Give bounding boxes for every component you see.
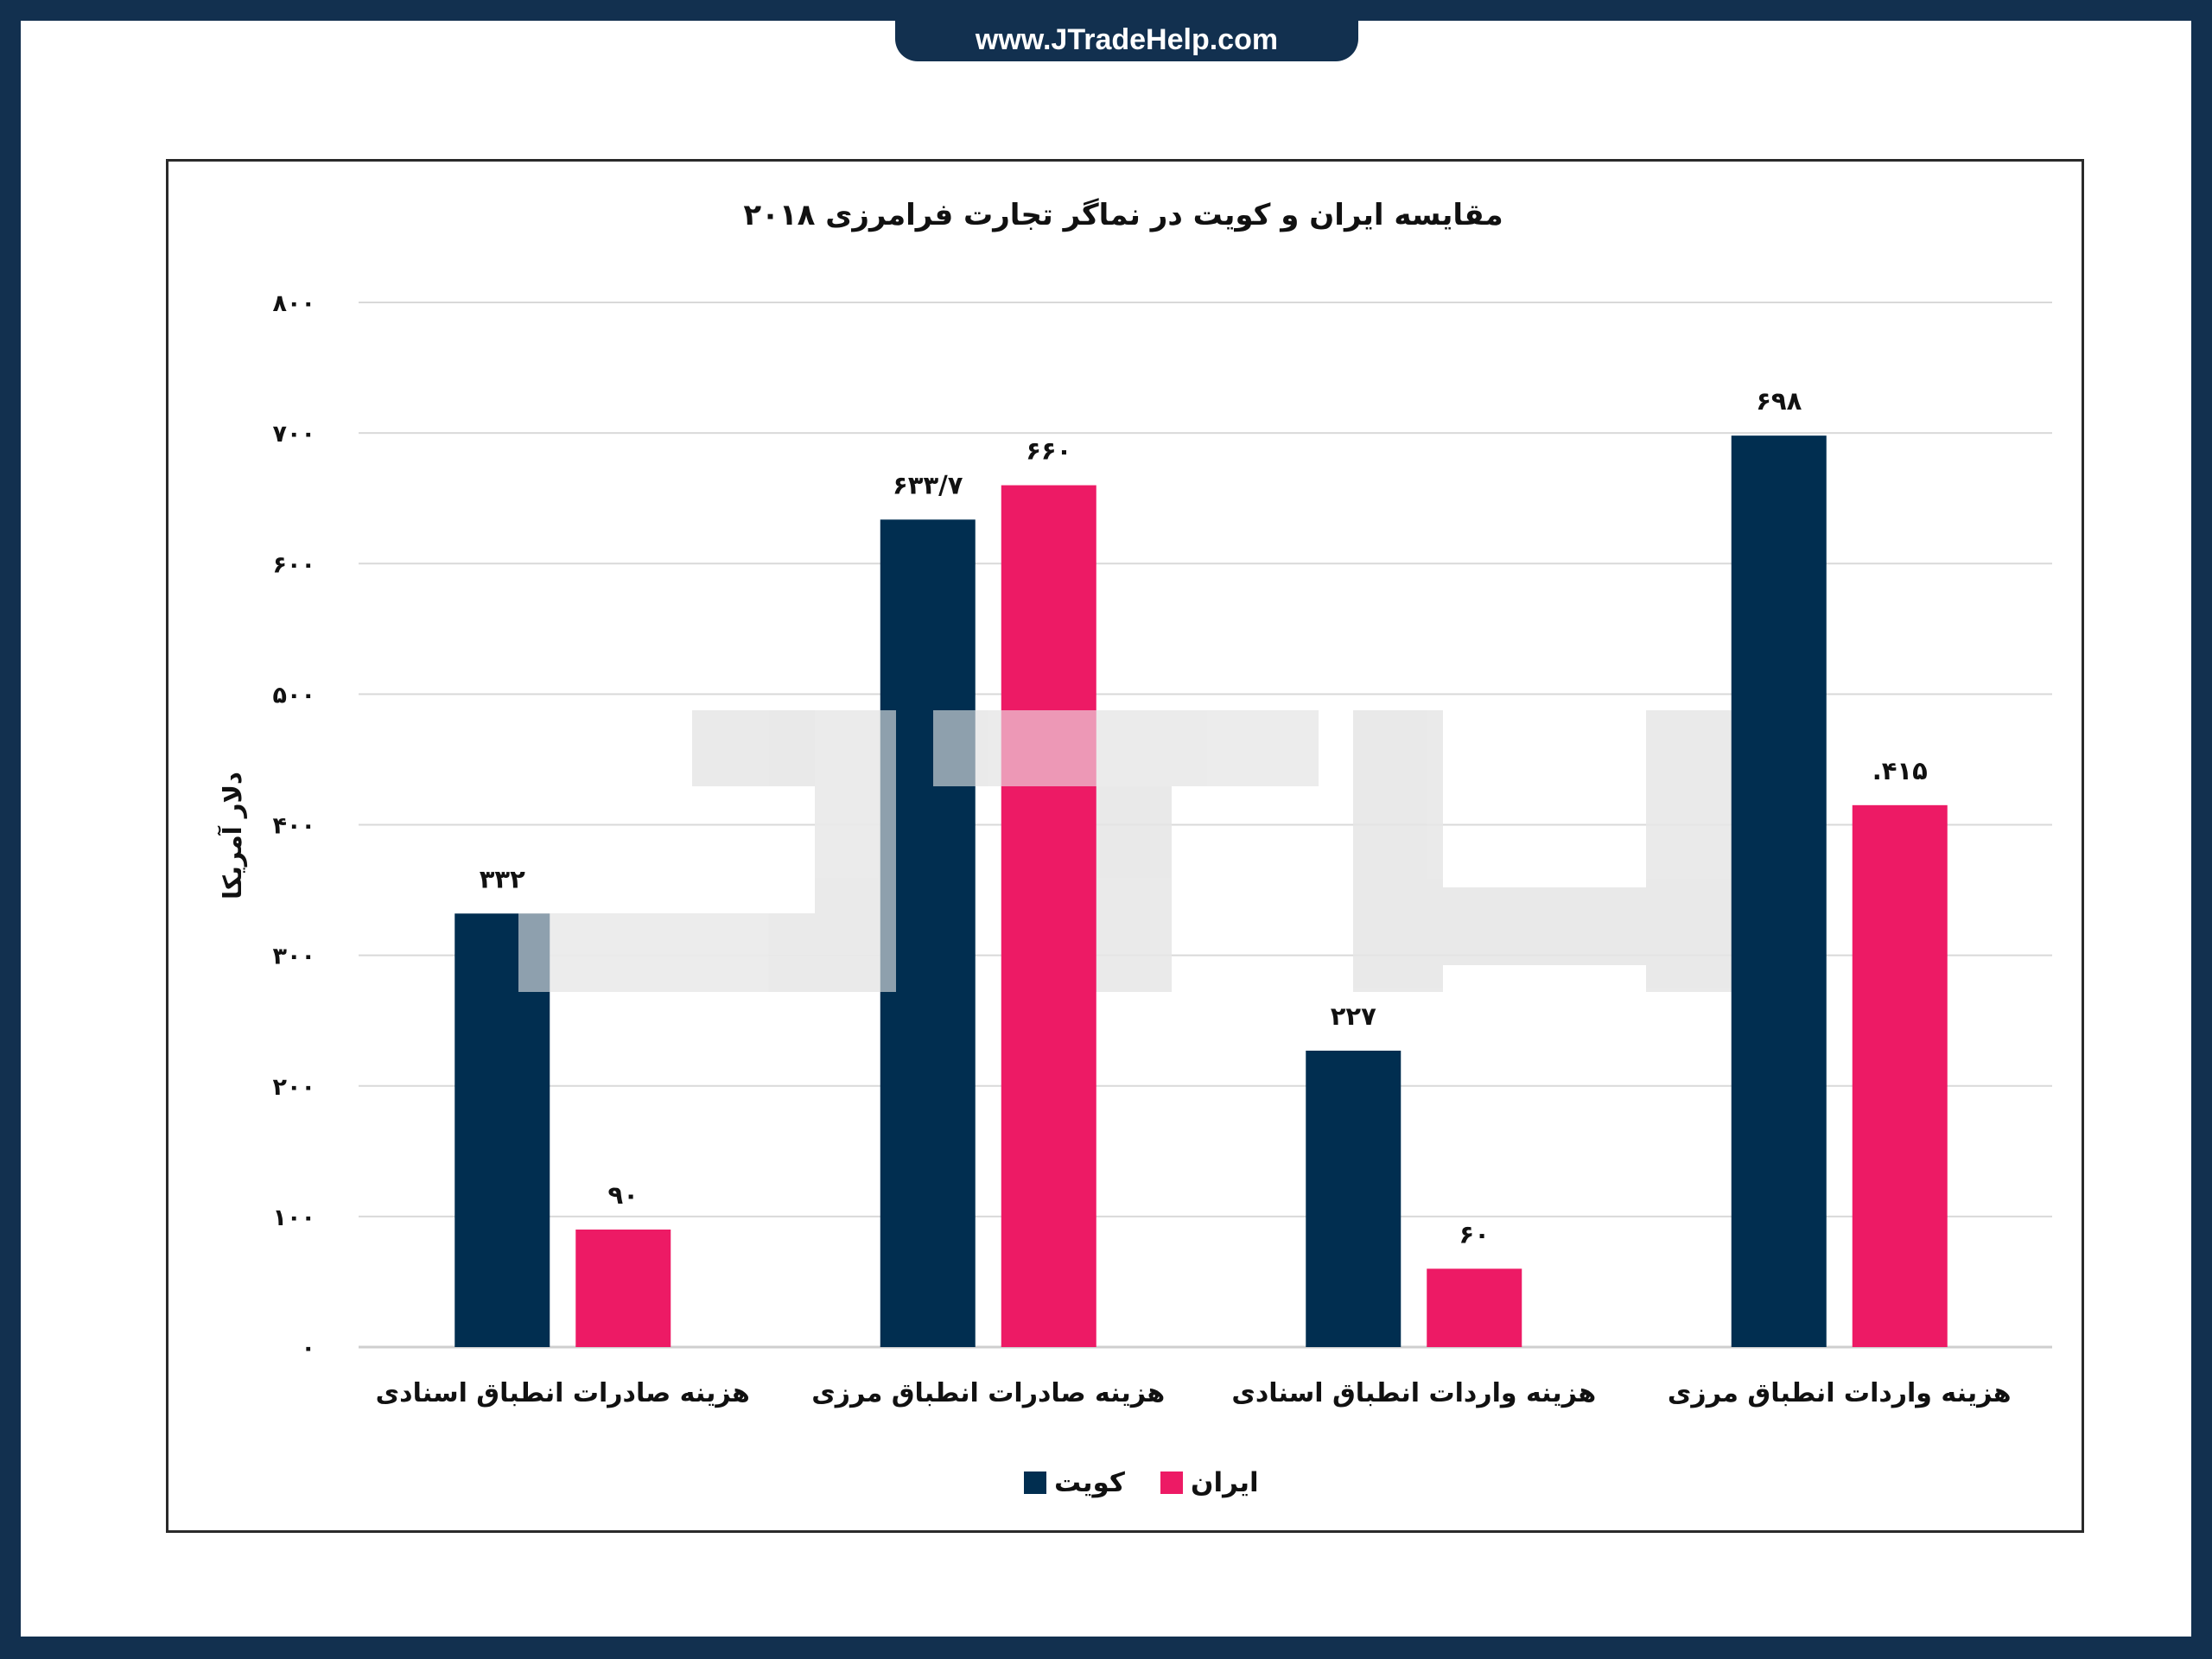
y-tick-label: ۸۰۰ (273, 290, 315, 317)
data-label: ۶۰ (1459, 1219, 1490, 1249)
x-category-label: هزینه واردات انطباق مرزی (1668, 1378, 2012, 1408)
legend-label-kuwait: کویت (1054, 1467, 1126, 1498)
y-tick-label: ۴۰۰ (273, 813, 315, 840)
data-label: .۴۱۵ (1872, 756, 1928, 785)
x-category-label: هزینه صادرات انطباق مرزی (811, 1378, 1165, 1408)
x-axis-categories: هزینه صادرات انطباق اسنادی هزینه صادرات ا… (376, 1378, 2012, 1408)
bar (1731, 435, 1827, 1348)
bars (454, 435, 1948, 1348)
legend: کویت ایران (1024, 1467, 1259, 1498)
page: www.JTradeHelp.com (21, 21, 2191, 1637)
chart-title: مقایسه ایران و کویت در نماگر تجارت فرامر… (743, 198, 1503, 232)
y-tick-label: ۲۰۰ (273, 1074, 315, 1101)
y-tick-label: ۱۰۰ (273, 1205, 315, 1231)
data-label: ۶۳۳/۷ (893, 470, 963, 499)
legend-swatch-kuwait (1024, 1471, 1046, 1494)
jth-watermark-overlay (518, 710, 1319, 992)
data-label: ۳۳۲ (480, 864, 525, 893)
x-category-label: هزینه واردات انطباق اسنادی (1231, 1378, 1596, 1408)
bar (1427, 1268, 1522, 1347)
bar (575, 1229, 671, 1347)
y-tick-label: ۳۰۰ (273, 944, 315, 970)
y-tick-label: ۵۰۰ (273, 682, 315, 709)
bar (880, 519, 976, 1347)
data-label: ۲۲۷ (1331, 1001, 1376, 1031)
site-url-tab[interactable]: www.JTradeHelp.com (895, 21, 1358, 61)
legend-swatch-iran (1160, 1471, 1183, 1494)
y-axis-label: دلار آمریکا (217, 772, 247, 899)
y-tick-label: ۶۰۰ (273, 551, 315, 578)
y-tick-label: ۰ (302, 1335, 315, 1362)
bar (1306, 1050, 1402, 1347)
y-tick-label: ۷۰۰ (273, 421, 315, 448)
data-labels: ۳۳۲ ۹۰ ۶۳۳/۷ ۶۶۰ ۲۲۷ ۶۰ ۶۹۸ .۴۱۵ (480, 386, 1928, 1249)
legend-label-iran: ایران (1191, 1467, 1259, 1498)
bar (1001, 485, 1096, 1347)
chart-frame: ۳۳۲ ۹۰ ۶۳۳/۷ ۶۶۰ ۲۲۷ ۶۰ ۶۹۸ .۴۱۵ ۰ ۱۰۰ ۲۰۰ ۳۰۰ ۴۰۰ ۵… (166, 159, 2084, 1533)
y-axis-ticks: ۰ ۱۰۰ ۲۰۰ ۳۰۰ ۴۰۰ ۵۰۰ ۶۰۰ ۷۰۰ ۸۰۰ (273, 290, 315, 1362)
x-category-label: هزینه صادرات انطباق اسنادی (376, 1378, 750, 1408)
data-label: ۹۰ (608, 1180, 639, 1210)
data-label: ۶۶۰ (1026, 436, 1071, 466)
data-label: ۶۹۸ (1756, 386, 1802, 416)
bar (1852, 804, 1948, 1347)
bar-chart: ۳۳۲ ۹۰ ۶۳۳/۷ ۶۶۰ ۲۲۷ ۶۰ ۶۹۸ .۴۱۵ ۰ ۱۰۰ ۲۰۰ ۳۰۰ ۴۰۰ ۵… (217, 198, 2052, 1498)
